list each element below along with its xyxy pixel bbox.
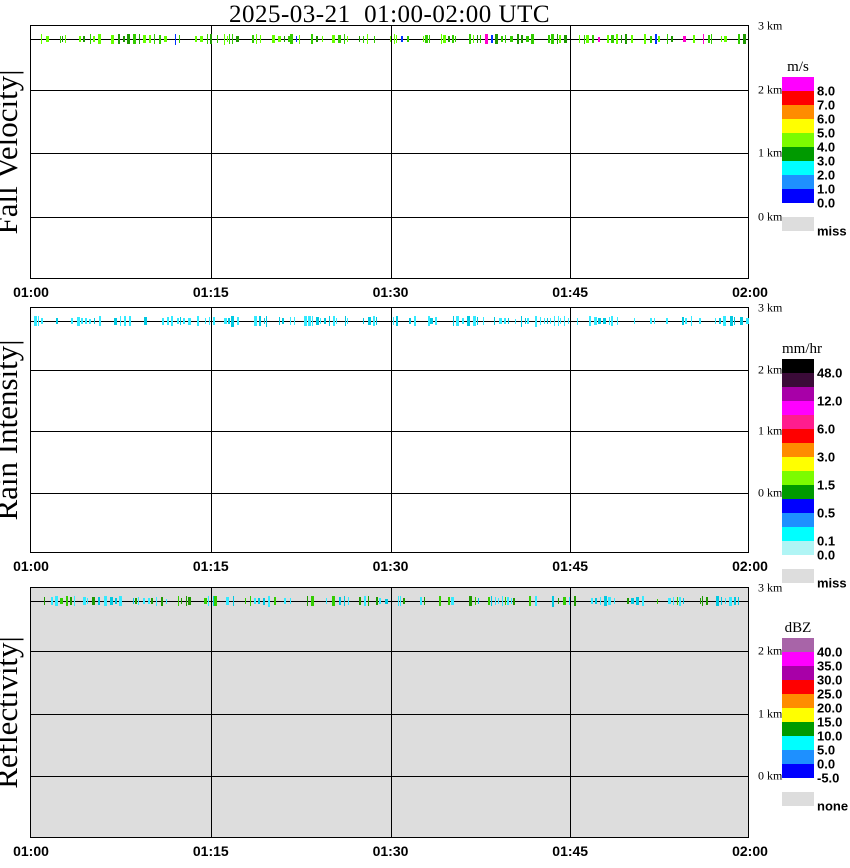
svg-text:Fall Velocity|: Fall Velocity| [0,70,24,235]
svg-text:Reflectivity|: Reflectivity| [0,636,24,789]
svg-text:Rain Intensity|: Rain Intensity| [0,340,24,521]
